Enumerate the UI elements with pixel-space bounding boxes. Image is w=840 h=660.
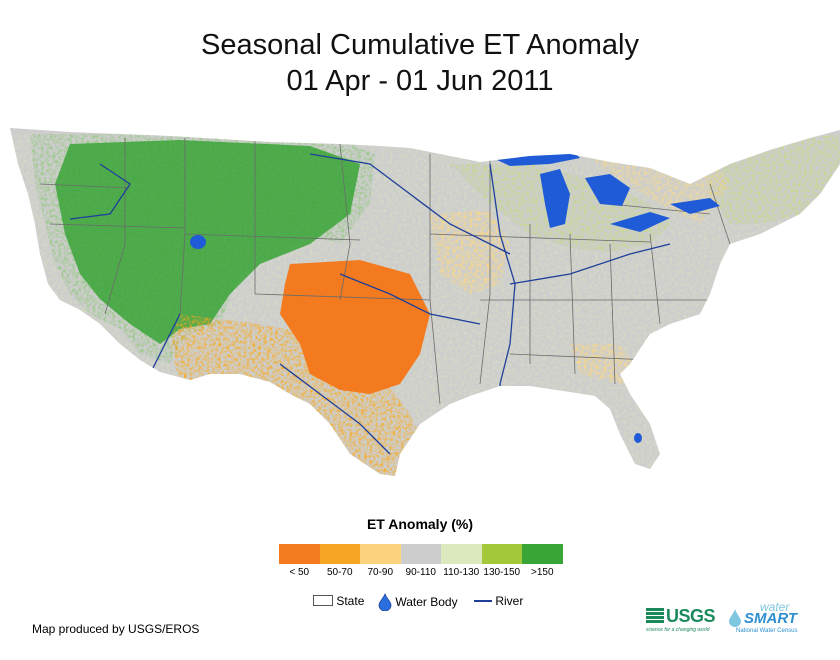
watersmart-logo: water SMART National Water Census [728,600,818,638]
usgs-wave-icon [646,608,664,624]
legend-class-label: >150 [530,567,554,578]
usgs-tagline: science for a changing world [646,627,710,633]
river-key-icon [474,599,492,602]
legend-swatch [522,544,563,564]
legend-class-label: 130-150 [483,567,521,578]
legend-class-label: 50-70 [326,567,353,578]
usgs-logo: USGS science for a changing world [646,606,726,636]
et-anomaly-map [10,128,840,476]
legend-swatch [319,544,361,564]
water-drop-logo-icon [729,609,741,627]
map-date-range: 01 Apr - 01 Jun 2011 [286,65,554,97]
lake-erie [610,212,670,232]
water-key-label: Water Body [395,595,458,609]
legend-title: ET Anomaly (%) [366,516,474,532]
legend-class-label: 90-110 [405,567,436,578]
legend-swatch [400,544,442,564]
legend-class-label: < 50 [289,567,310,578]
state-key-label: State [336,593,365,608]
colorado-river [149,313,181,375]
legend-swatch [360,544,401,564]
lake-okeechobee [634,433,642,443]
water-key: Water Body [378,592,458,612]
lake-huron [585,174,630,206]
usgs-wordmark: USGS [666,606,716,626]
snake-river [69,163,131,220]
great-salt-lake [190,235,206,249]
watersmart-subtitle: National Water Census [736,628,798,634]
map-credit: Map produced by USGS/EROS [32,622,200,636]
legend-swatch [279,544,320,564]
lake-ontario [670,198,720,214]
watersmart-smart-text: SMART [744,610,798,627]
watersmart-water-text: water [760,600,790,614]
ohio-river [509,243,671,285]
map-title: Seasonal Cumulative ET Anomaly [201,29,639,61]
high-et-rockies-core [55,140,360,344]
very-low-et-mexico-border [210,404,310,474]
legend-class-label: 110-130 [443,567,480,578]
river-key-label: River [495,593,524,608]
legend-class-label: 70-90 [367,567,394,578]
lake-michigan [540,169,570,228]
very-low-et-oklahoma-core [330,284,410,364]
legend-swatch [481,544,523,564]
arkansas-river [339,273,481,325]
water-drop-icon [378,592,392,612]
state-key: State [313,593,364,608]
rio-grande-river [279,363,391,455]
legend-swatch [441,544,482,564]
missouri-river [309,153,511,255]
state-key-icon [313,595,333,607]
river-key: River [474,593,523,608]
